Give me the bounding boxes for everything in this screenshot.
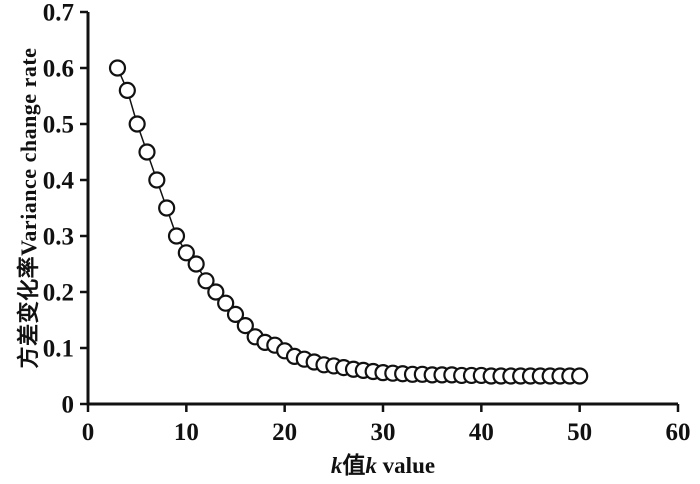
x-tick-label: 30 bbox=[371, 419, 396, 446]
data-line bbox=[116, 67, 580, 377]
data-point bbox=[158, 199, 176, 217]
data-point bbox=[177, 244, 195, 262]
data-point bbox=[138, 143, 156, 161]
x-tick-label: 0 bbox=[82, 419, 95, 446]
y-tick-label: 0 bbox=[62, 392, 75, 419]
y-tick-label: 0.7 bbox=[43, 0, 74, 27]
y-tick-label: 0.1 bbox=[43, 336, 74, 363]
y-axis-label: 方差变化率Variance change rate bbox=[11, 48, 43, 369]
x-tick-label: 10 bbox=[174, 419, 199, 446]
x-tick-label: 50 bbox=[567, 419, 592, 446]
data-point bbox=[148, 171, 166, 189]
data-point bbox=[571, 367, 589, 385]
x-tick-label: 20 bbox=[272, 419, 297, 446]
y-tick-label: 0.3 bbox=[43, 224, 74, 251]
data-point bbox=[197, 272, 215, 290]
data-point bbox=[108, 59, 127, 77]
x-tick-label: 60 bbox=[666, 419, 691, 446]
data-point bbox=[236, 317, 254, 335]
data-point bbox=[128, 115, 146, 133]
y-tick-label: 0.4 bbox=[43, 168, 75, 195]
x-axis-label-rest: value bbox=[376, 453, 436, 478]
data-point bbox=[187, 255, 205, 273]
x-axis-label-k1: k bbox=[330, 453, 343, 478]
data-point bbox=[167, 227, 186, 245]
data-point bbox=[118, 81, 136, 100]
x-tick-label: 40 bbox=[469, 419, 494, 446]
y-axis-label-text: 方差变化率Variance change rate bbox=[16, 47, 41, 369]
x-axis-label-k2: k bbox=[365, 453, 377, 478]
data-point bbox=[207, 283, 225, 301]
y-tick-label: 0.2 bbox=[43, 280, 74, 307]
x-axis-label-cn: 值 bbox=[342, 453, 366, 478]
x-axis-label: k值k value bbox=[331, 446, 435, 480]
data-point bbox=[217, 294, 235, 312]
y-tick-label: 0.6 bbox=[43, 56, 74, 83]
data-point bbox=[226, 305, 245, 323]
y-tick-label: 0.5 bbox=[43, 112, 74, 139]
